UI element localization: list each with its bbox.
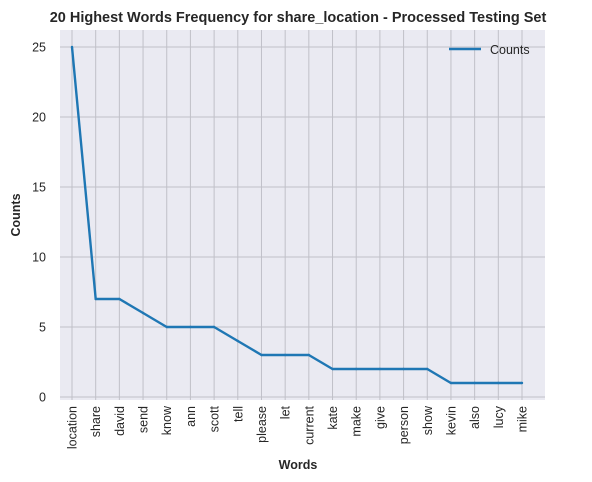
- y-ticks: 0 5 10 15 20 25: [32, 41, 46, 405]
- x-tick-label: let: [279, 405, 293, 419]
- data-point: [70, 45, 74, 49]
- x-tick-label: person: [397, 406, 411, 444]
- data-point: [402, 367, 405, 371]
- data-point: [355, 367, 358, 371]
- x-ticks: location share david send know ann scott tell pl…: [66, 405, 530, 449]
- data-point: [283, 353, 287, 357]
- x-tick-label: give: [373, 406, 387, 429]
- x-tick-label: mike: [516, 406, 530, 432]
- x-tick-label: send: [137, 406, 151, 433]
- data-point: [189, 325, 192, 329]
- y-axis-label: Counts: [9, 193, 23, 236]
- data-point: [473, 381, 476, 385]
- x-tick-label: tell: [231, 406, 245, 422]
- series: [70, 45, 524, 385]
- x-tick-label: location: [66, 406, 80, 449]
- data-point: [94, 297, 97, 301]
- x-tick-label: share: [89, 406, 103, 437]
- data-point: [260, 353, 263, 357]
- data-point: [236, 339, 239, 343]
- x-axis-label: Words: [279, 458, 318, 472]
- x-tick-label: please: [255, 406, 269, 443]
- x-tick-label: show: [421, 405, 435, 435]
- y-tick-label: 15: [32, 181, 46, 195]
- data-point: [165, 325, 168, 329]
- x-tick-label: david: [113, 406, 127, 436]
- x-tick-label: current: [302, 405, 316, 444]
- x-tick-label: lucy: [492, 405, 506, 428]
- data-point: [426, 367, 429, 371]
- data-point: [331, 367, 334, 371]
- data-point: [497, 381, 500, 385]
- data-point: [378, 367, 382, 371]
- x-tick-label: know: [160, 405, 174, 435]
- y-tick-label: 0: [39, 391, 46, 405]
- legend: Counts: [449, 43, 530, 57]
- x-tick-label: also: [468, 406, 482, 429]
- x-tick-label: scott: [208, 405, 222, 432]
- x-tick-label: make: [350, 406, 364, 437]
- y-tick-label: 20: [32, 111, 46, 125]
- data-point: [141, 311, 145, 315]
- series-line-counts: [70, 46, 522, 385]
- y-tick-label: 5: [39, 321, 46, 335]
- data-point: [449, 381, 453, 385]
- data-point: [520, 381, 524, 385]
- x-tick-label: ann: [184, 406, 198, 427]
- plot-area: [60, 30, 545, 400]
- grid: [60, 30, 545, 400]
- chart-title: 20 Highest Words Frequency for share_loc…: [50, 10, 547, 26]
- x-tick-label: kate: [326, 406, 340, 430]
- data-point: [118, 297, 121, 301]
- data-point: [307, 353, 311, 357]
- y-tick-label: 25: [32, 41, 46, 55]
- x-tick-label: kevin: [444, 406, 458, 435]
- y-tick-label: 10: [32, 251, 46, 265]
- data-point: [212, 325, 216, 329]
- legend-label: Counts: [490, 43, 530, 57]
